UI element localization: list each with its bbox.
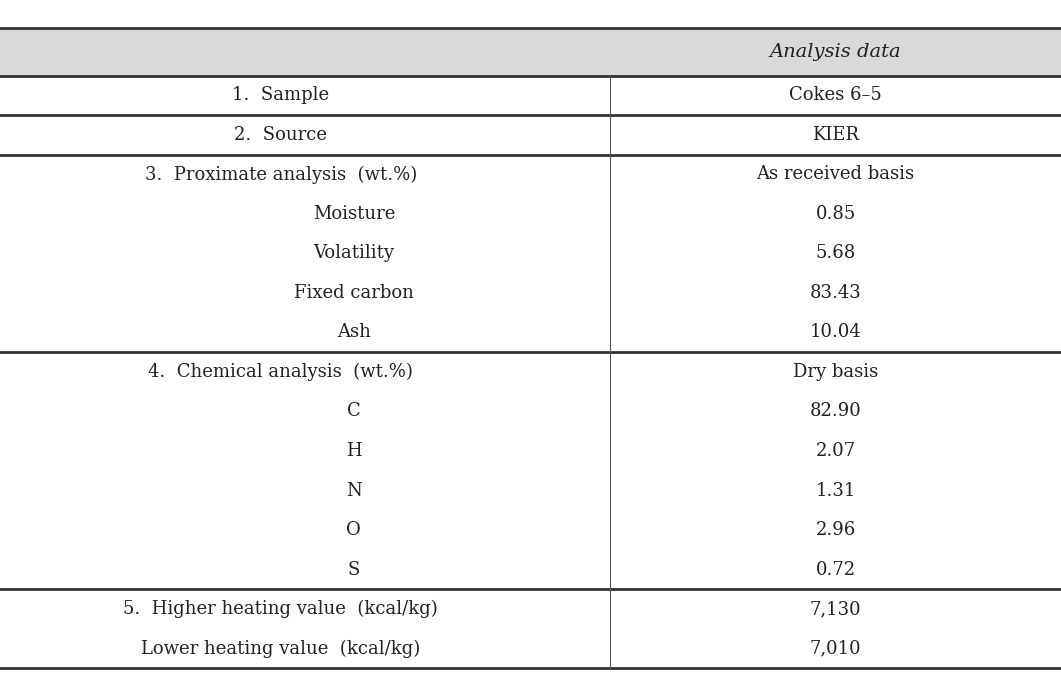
Text: 5.68: 5.68 (816, 245, 855, 263)
Text: 0.85: 0.85 (816, 205, 855, 223)
Text: 5.  Higher heating value  (kcal/kg): 5. Higher heating value (kcal/kg) (123, 600, 438, 618)
Text: 2.  Source: 2. Source (234, 126, 327, 144)
Text: Lower heating value  (kcal/kg): Lower heating value (kcal/kg) (141, 639, 420, 658)
Text: 82.90: 82.90 (810, 402, 862, 420)
Text: 2.07: 2.07 (816, 442, 855, 460)
Text: Fixed carbon: Fixed carbon (294, 284, 414, 302)
Text: Cokes 6–5: Cokes 6–5 (789, 86, 882, 104)
Text: 1.  Sample: 1. Sample (232, 86, 329, 104)
Text: KIER: KIER (812, 126, 859, 144)
Text: 0.72: 0.72 (816, 561, 855, 579)
Text: 2.96: 2.96 (816, 521, 855, 539)
Text: As received basis: As received basis (756, 165, 915, 183)
Text: Dry basis: Dry basis (793, 363, 879, 381)
Text: 10.04: 10.04 (810, 323, 862, 342)
Bar (0, 28, 1061, 76)
Text: 7,010: 7,010 (810, 639, 862, 657)
Text: C: C (347, 402, 361, 420)
Text: 4.  Chemical analysis  (wt.%): 4. Chemical analysis (wt.%) (149, 363, 413, 381)
Text: N: N (346, 482, 362, 500)
Text: 1.31: 1.31 (815, 482, 856, 500)
Text: Volatility: Volatility (313, 245, 395, 263)
Text: 7,130: 7,130 (810, 600, 862, 618)
Text: Ash: Ash (337, 323, 370, 342)
Text: Moisture: Moisture (313, 205, 395, 223)
Text: Analysis data: Analysis data (769, 43, 902, 61)
Text: S: S (348, 561, 360, 579)
Text: 83.43: 83.43 (810, 284, 862, 302)
Text: 3.  Proximate analysis  (wt.%): 3. Proximate analysis (wt.%) (144, 165, 417, 183)
Text: H: H (346, 442, 362, 460)
Text: O: O (347, 521, 361, 539)
